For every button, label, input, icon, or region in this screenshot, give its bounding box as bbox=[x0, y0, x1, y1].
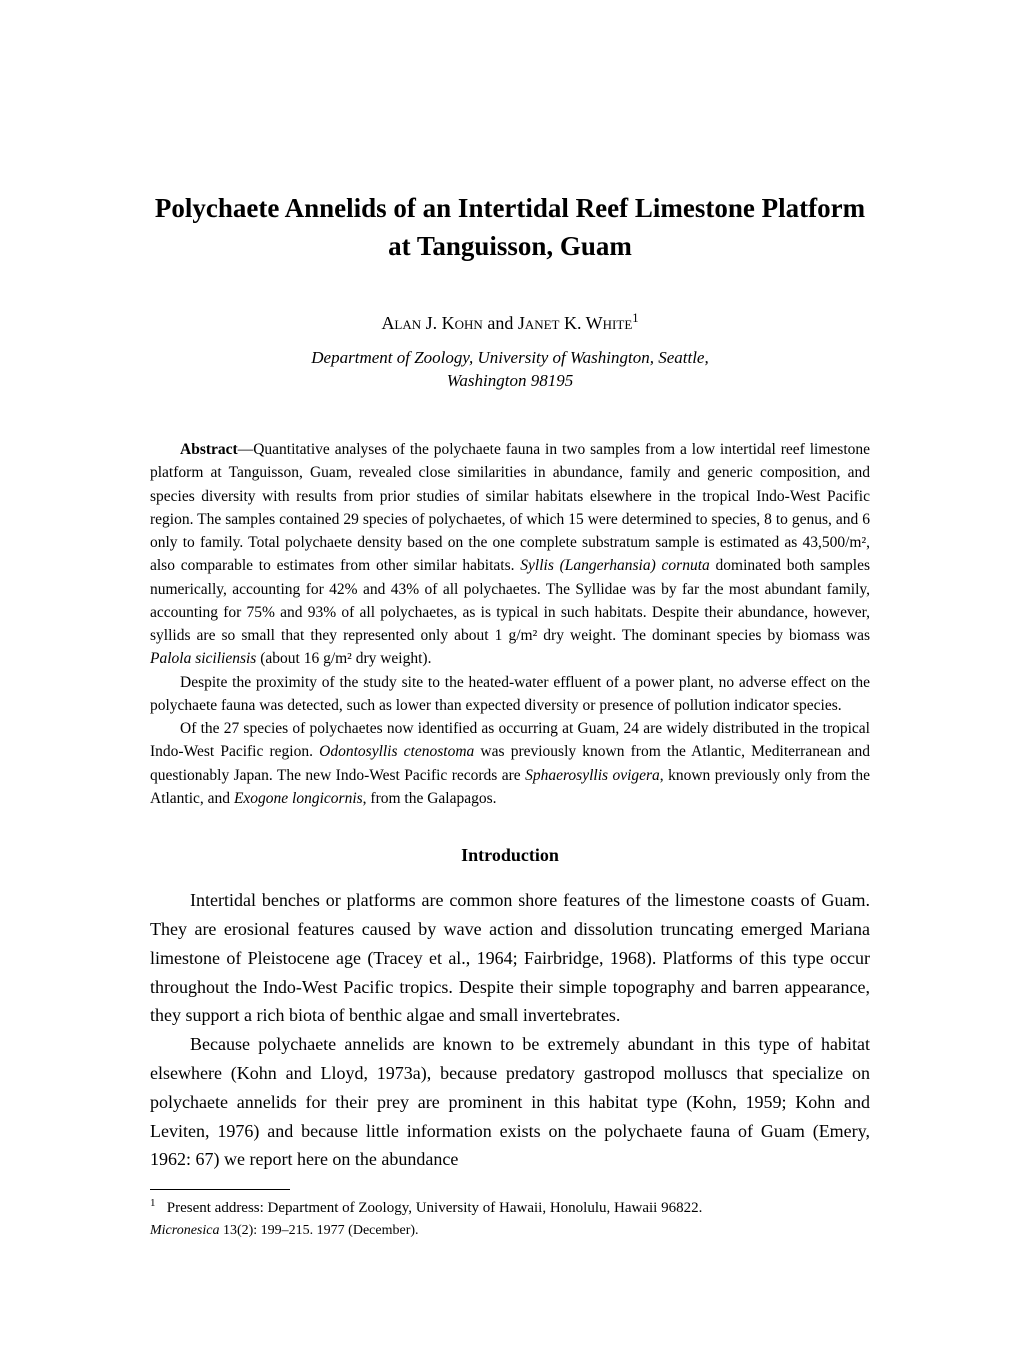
author-connector: and bbox=[483, 313, 518, 333]
abstract-text-3d: , from the Galapagos. bbox=[363, 790, 497, 807]
abstract-text-1c: (about 16 g/m² dry weight). bbox=[256, 650, 431, 667]
authors-line: Alan J. Kohn and Janet K. White1 bbox=[150, 311, 870, 334]
footnote: 1 Present address: Department of Zoology… bbox=[150, 1195, 870, 1220]
affiliation-line-2: Washington 98195 bbox=[447, 371, 573, 390]
abstract-para-1: Abstract—Quantitative analyses of the po… bbox=[150, 438, 870, 671]
abstract-section: Abstract—Quantitative analyses of the po… bbox=[150, 438, 870, 810]
affiliation-line-1: Department of Zoology, University of Was… bbox=[311, 348, 708, 367]
section-heading-introduction: Introduction bbox=[150, 845, 870, 866]
species-name-5: Exogone longicornis bbox=[234, 790, 363, 807]
abstract-label: Abstract bbox=[180, 441, 238, 458]
species-name-3: Odontosyllis ctenostoma bbox=[319, 743, 474, 760]
affiliation: Department of Zoology, University of Was… bbox=[150, 346, 870, 394]
author-2: Janet K. White bbox=[518, 313, 632, 333]
citation: Micronesica 13(2): 199–215. 1977 (Decemb… bbox=[150, 1223, 870, 1239]
citation-journal: Micronesica bbox=[150, 1223, 219, 1238]
body-para-1: Intertidal benches or platforms are comm… bbox=[150, 886, 870, 1030]
species-name-4: Sphaerosyllis ovigera bbox=[525, 767, 660, 784]
footnote-text: Present address: Department of Zoology, … bbox=[167, 1200, 703, 1216]
abstract-para-3: Of the 27 species of polychaetes now ide… bbox=[150, 717, 870, 810]
author-1: Alan J. Kohn bbox=[381, 313, 482, 333]
citation-details: 13(2): 199–215. 1977 (December). bbox=[219, 1223, 418, 1238]
species-name-2: Palola siciliensis bbox=[150, 650, 256, 667]
abstract-para-2: Despite the proximity of the study site … bbox=[150, 671, 870, 718]
footnote-superscript: 1 bbox=[150, 1197, 156, 1209]
abstract-text-1a: —Quantitative analyses of the polychaete… bbox=[150, 441, 870, 574]
body-para-2: Because polychaete annelids are known to… bbox=[150, 1030, 870, 1174]
paper-title: Polychaete Annelids of an Intertidal Ree… bbox=[150, 190, 870, 266]
footnote-divider bbox=[150, 1189, 290, 1190]
body-text: Intertidal benches or platforms are comm… bbox=[150, 886, 870, 1174]
author-footnote-ref: 1 bbox=[632, 311, 638, 325]
species-name-1: Syllis (Langerhansia) cornuta bbox=[520, 557, 710, 574]
